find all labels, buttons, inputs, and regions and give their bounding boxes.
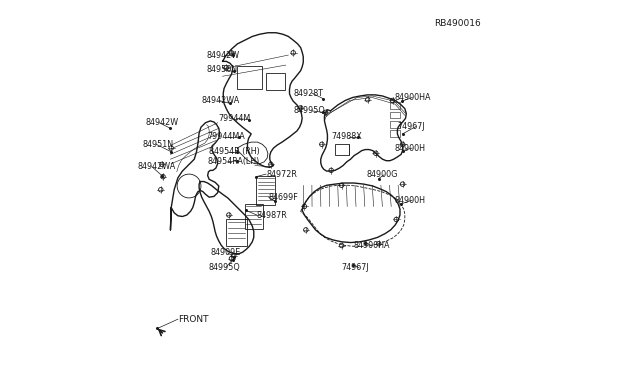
Text: 84942W: 84942W bbox=[207, 51, 239, 60]
Bar bbox=[335, 144, 349, 155]
Text: 84950N: 84950N bbox=[207, 65, 237, 74]
Bar bbox=[390, 112, 401, 118]
Bar bbox=[390, 130, 401, 137]
Text: 79944MA: 79944MA bbox=[207, 132, 245, 141]
Text: RB490016: RB490016 bbox=[435, 19, 481, 28]
Bar bbox=[256, 176, 275, 205]
Text: 84995Q: 84995Q bbox=[293, 106, 325, 115]
Text: 84900HA: 84900HA bbox=[353, 241, 390, 250]
Text: 84954RA(LH): 84954RA(LH) bbox=[207, 157, 260, 166]
Text: 84942WA: 84942WA bbox=[202, 96, 240, 105]
Text: 84900G: 84900G bbox=[367, 170, 398, 179]
Text: FRONT: FRONT bbox=[178, 315, 209, 324]
Text: 84909E: 84909E bbox=[211, 248, 241, 257]
Text: 74967J: 74967J bbox=[397, 122, 425, 131]
Bar bbox=[390, 102, 401, 109]
Bar bbox=[227, 219, 246, 246]
Text: 84951N: 84951N bbox=[142, 140, 173, 149]
Text: 84972R: 84972R bbox=[266, 170, 297, 179]
Text: 79944M: 79944M bbox=[219, 114, 251, 123]
Text: 84699F: 84699F bbox=[269, 193, 298, 202]
Text: 74967J: 74967J bbox=[342, 263, 369, 272]
Text: 74988X: 74988X bbox=[331, 132, 362, 141]
Bar bbox=[266, 73, 285, 90]
Text: 84942W: 84942W bbox=[145, 118, 179, 127]
Text: 84954R (RH): 84954R (RH) bbox=[209, 147, 260, 156]
Text: 84928T: 84928T bbox=[294, 89, 324, 97]
Bar bbox=[390, 121, 401, 128]
Text: 84942WA: 84942WA bbox=[138, 162, 176, 171]
Text: 84995Q: 84995Q bbox=[209, 263, 240, 272]
Text: 84900HA: 84900HA bbox=[394, 93, 431, 102]
Text: 84900H: 84900H bbox=[394, 196, 426, 205]
Bar bbox=[245, 204, 262, 229]
Bar bbox=[237, 66, 262, 89]
Text: 84900H: 84900H bbox=[394, 144, 426, 153]
Text: 84987R: 84987R bbox=[257, 211, 287, 219]
